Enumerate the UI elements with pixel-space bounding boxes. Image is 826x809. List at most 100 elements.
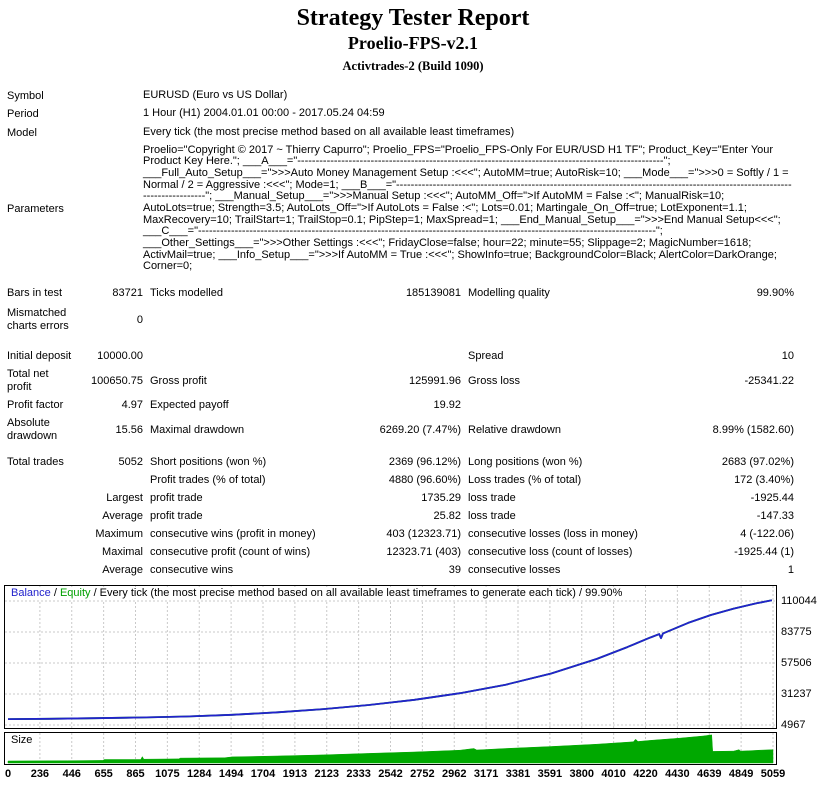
x-tick-label: 1494 bbox=[218, 768, 244, 781]
size-area bbox=[7, 735, 774, 764]
balance-line bbox=[7, 599, 773, 721]
stat-label: Total trades bbox=[7, 456, 64, 469]
stat-value: Largest bbox=[106, 492, 143, 505]
x-tick-label: 865 bbox=[126, 768, 145, 781]
x-tick-label: 2333 bbox=[346, 768, 371, 781]
x-tick-label: 3381 bbox=[505, 768, 531, 781]
stat-label: consecutive wins bbox=[150, 563, 234, 576]
info-value: Proelio="Copyright © 2017 ~ Thierry Capu… bbox=[143, 143, 792, 273]
stat-value: 2683 (97.02%) bbox=[721, 456, 794, 469]
stat-label: Mismatched charts errors bbox=[7, 307, 69, 333]
table-row: Absolute drawdown 15.56 Maximal drawdown 62… bbox=[7, 415, 794, 446]
info-row: Symbol EURUSD (Euro vs US Dollar) bbox=[7, 89, 794, 103]
chart-x-axis: 0 236 446 655 865 1075 1284 1494 1704 1913 2123 233… bbox=[0, 768, 826, 784]
legend-balance: Balance bbox=[11, 587, 51, 600]
stat-label: Long positions (won %) bbox=[468, 456, 583, 469]
stat-label: Ticks modelled bbox=[150, 287, 223, 300]
stat-value: 403 (12323.71) bbox=[386, 527, 461, 540]
stat-value: 8.99% (1582.60) bbox=[712, 423, 794, 436]
stat-value: -25341.22 bbox=[744, 374, 794, 387]
stat-value: -1925.44 (1) bbox=[734, 545, 794, 558]
stat-label: Absolute drawdown bbox=[7, 417, 58, 443]
terminal-build: Activtrades-2 (Build 1090) bbox=[342, 59, 484, 74]
stat-value: 6269.20 (7.47%) bbox=[379, 423, 461, 436]
stat-label: loss trade bbox=[468, 492, 516, 505]
stat-label: consecutive profit (count of wins) bbox=[150, 545, 311, 558]
stat-label: Gross profit bbox=[150, 374, 207, 387]
stat-value: 0 bbox=[136, 313, 143, 326]
report-header: Strategy Tester Report Proelio-FPS-v2.1 … bbox=[0, 0, 826, 74]
stat-label: Relative drawdown bbox=[468, 423, 561, 436]
stat-value: 10 bbox=[781, 350, 794, 363]
stat-value: 39 bbox=[448, 563, 461, 576]
report-charts: Balance / Equity / Every tick (the most … bbox=[0, 585, 826, 785]
stat-value: 172 (3.40%) bbox=[734, 474, 794, 487]
size-chart-canvas bbox=[4, 732, 777, 766]
x-tick-label: 4639 bbox=[697, 768, 722, 781]
y-tick-label: 4967 bbox=[781, 719, 806, 732]
chart-border bbox=[4, 585, 777, 730]
x-tick-label: 1913 bbox=[282, 768, 308, 781]
y-tick-label: 110044 bbox=[781, 595, 817, 608]
x-tick-label: 4849 bbox=[728, 768, 754, 781]
stat-value: 5052 bbox=[118, 456, 143, 469]
x-tick-label: 3591 bbox=[537, 768, 563, 781]
stat-value: Average bbox=[102, 563, 143, 576]
stat-value: Maximal bbox=[102, 545, 143, 558]
x-tick-label: 5059 bbox=[760, 768, 786, 781]
stat-label: consecutive loss (count of losses) bbox=[468, 545, 633, 558]
info-label: Parameters bbox=[7, 202, 64, 215]
stat-value: 15.56 bbox=[115, 423, 143, 436]
stat-value: 2369 (96.12%) bbox=[388, 456, 461, 469]
balance-equity-chart: Balance / Equity / Every tick (the most … bbox=[4, 585, 777, 732]
y-tick-label: 31237 bbox=[781, 688, 812, 701]
stat-value: 4.97 bbox=[121, 399, 143, 412]
stat-label: Expected payoff bbox=[150, 399, 229, 412]
stat-value: 1735.29 bbox=[421, 492, 461, 505]
stat-label: Maximal drawdown bbox=[150, 423, 245, 436]
stat-label: Loss trades (% of total) bbox=[468, 474, 582, 487]
page-title: Strategy Tester Report bbox=[296, 5, 530, 31]
stat-value: 83721 bbox=[112, 287, 143, 300]
info-value: EURUSD (Euro vs US Dollar) bbox=[143, 89, 288, 102]
stat-label: consecutive losses (loss in money) bbox=[468, 527, 638, 540]
stat-value: -1925.44 bbox=[750, 492, 794, 505]
x-tick-label: 3171 bbox=[473, 768, 499, 781]
legend-separator: / bbox=[50, 587, 60, 600]
stat-value: 12323.71 (403) bbox=[386, 545, 461, 558]
legend-description: / Every tick (the most precise method ba… bbox=[90, 587, 623, 600]
table-row: Mismatched charts errors 0 bbox=[7, 305, 794, 336]
x-tick-label: 4430 bbox=[665, 768, 690, 781]
stat-value: 10000.00 bbox=[97, 350, 143, 363]
table-row: Total net profit 100650.75 Gross profit 125… bbox=[7, 366, 794, 397]
stat-label: Gross loss bbox=[468, 374, 520, 387]
stat-label: profit trade bbox=[150, 510, 203, 523]
x-tick-label: 446 bbox=[62, 768, 81, 781]
info-row: Model Every tick (the most precise method… bbox=[7, 125, 794, 139]
x-tick-label: 1704 bbox=[250, 768, 276, 781]
table-row: Average profit trade 25.82 loss trade -147.3… bbox=[7, 508, 794, 526]
table-row: Largest profit trade 1735.29 loss trade -192… bbox=[7, 490, 794, 508]
x-tick-label: 0 bbox=[4, 768, 12, 781]
y-tick-label: 83775 bbox=[781, 626, 812, 639]
x-tick-label: 1284 bbox=[187, 768, 212, 781]
legend-equity: Equity bbox=[59, 587, 91, 600]
table-row: Profit factor 4.97 Expected payoff 19.92 bbox=[7, 397, 794, 415]
stat-value: 4 (-122.06) bbox=[740, 527, 794, 540]
stat-label: Modelling quality bbox=[468, 287, 550, 300]
info-row: Period 1 Hour (H1) 2004.01.01 00:00 - 201… bbox=[7, 107, 794, 121]
stat-value: 25.82 bbox=[433, 510, 461, 523]
stat-label: Profit trades (% of total) bbox=[150, 474, 266, 487]
info-label: Symbol bbox=[7, 90, 44, 103]
table-row: Maximum consecutive wins (profit in money… bbox=[7, 525, 794, 543]
x-tick-label: 2752 bbox=[410, 768, 435, 781]
stat-value: 1 bbox=[787, 563, 794, 576]
stat-label: Profit factor bbox=[7, 399, 64, 412]
info-value: Every tick (the most precise method base… bbox=[143, 125, 515, 138]
stat-value: 125991.96 bbox=[409, 374, 461, 387]
stat-value: Average bbox=[102, 510, 143, 523]
table-row: Average consecutive wins 39 consecutive los… bbox=[7, 561, 794, 579]
table-row: Bars in test 83721 Ticks modelled 185139081… bbox=[7, 285, 794, 303]
info-value: 1 Hour (H1) 2004.01.01 00:00 - 2017.05.2… bbox=[143, 107, 385, 120]
size-chart-label: Size bbox=[8, 734, 36, 748]
